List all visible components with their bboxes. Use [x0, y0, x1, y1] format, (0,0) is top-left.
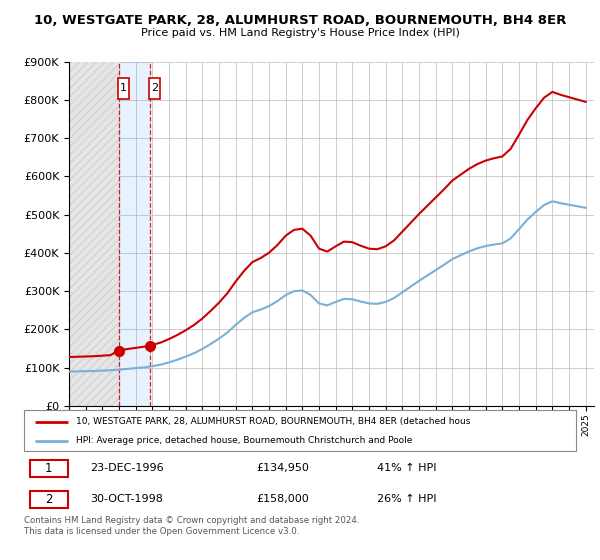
Text: 1: 1	[45, 462, 53, 475]
Text: 1: 1	[120, 83, 127, 94]
FancyBboxPatch shape	[29, 491, 68, 508]
Text: Price paid vs. HM Land Registry's House Price Index (HPI): Price paid vs. HM Land Registry's House …	[140, 28, 460, 38]
Text: 26% ↑ HPI: 26% ↑ HPI	[377, 494, 437, 505]
FancyBboxPatch shape	[29, 460, 68, 477]
Text: 2: 2	[151, 83, 158, 94]
FancyBboxPatch shape	[149, 78, 160, 99]
Text: 10, WESTGATE PARK, 28, ALUMHURST ROAD, BOURNEMOUTH, BH4 8ER (detached hous: 10, WESTGATE PARK, 28, ALUMHURST ROAD, B…	[76, 417, 471, 426]
Text: Contains HM Land Registry data © Crown copyright and database right 2024.
This d: Contains HM Land Registry data © Crown c…	[24, 516, 359, 536]
Text: HPI: Average price, detached house, Bournemouth Christchurch and Poole: HPI: Average price, detached house, Bour…	[76, 436, 413, 445]
Text: 30-OCT-1998: 30-OCT-1998	[90, 494, 163, 505]
Text: £134,950: £134,950	[256, 463, 309, 473]
Text: 41% ↑ HPI: 41% ↑ HPI	[377, 463, 437, 473]
Text: 2: 2	[45, 493, 53, 506]
Text: 10, WESTGATE PARK, 28, ALUMHURST ROAD, BOURNEMOUTH, BH4 8ER: 10, WESTGATE PARK, 28, ALUMHURST ROAD, B…	[34, 14, 566, 27]
Text: £158,000: £158,000	[256, 494, 308, 505]
FancyBboxPatch shape	[118, 78, 130, 99]
Text: 23-DEC-1996: 23-DEC-1996	[90, 463, 164, 473]
